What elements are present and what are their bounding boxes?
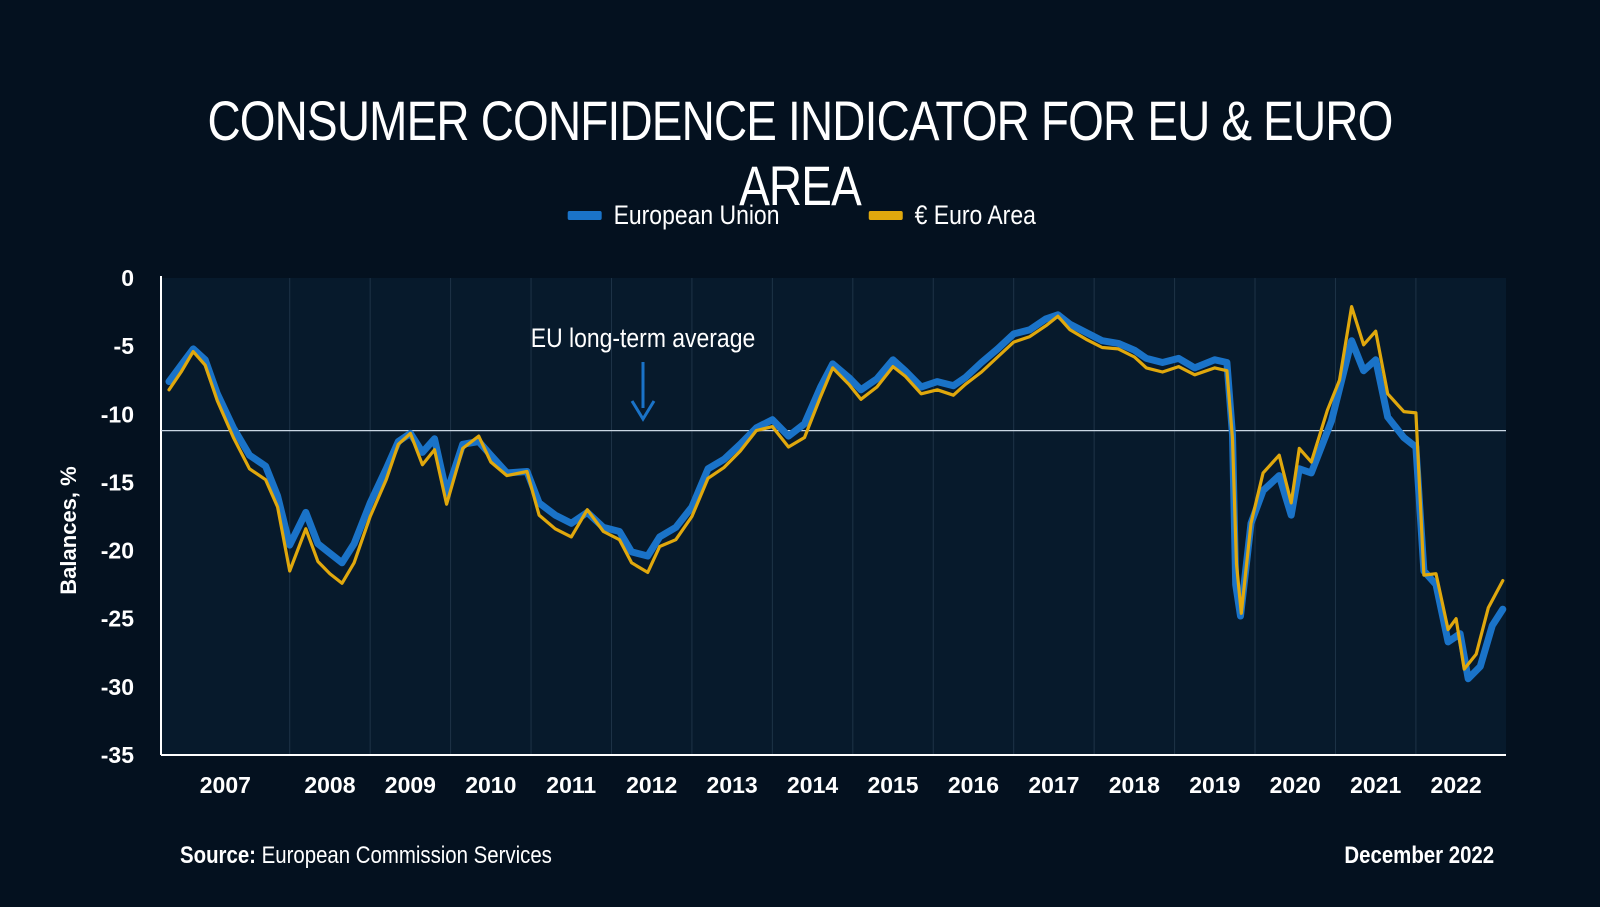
chart-title: CONSUMER CONFIDENCE INDICATOR FOR EU & E… <box>207 89 1393 217</box>
y-tick-label: -35 <box>101 742 134 768</box>
x-tick-label: 2013 <box>707 772 758 798</box>
x-tick-label: 2010 <box>465 772 516 798</box>
x-tick-label: 2007 <box>200 772 251 798</box>
y-tick-label: -20 <box>101 538 134 564</box>
source-note: Source: European Commission Services <box>180 842 552 870</box>
annotation-arrow-head <box>630 400 656 422</box>
x-tick-label: 2022 <box>1431 772 1482 798</box>
y-tick-label: -10 <box>101 401 134 427</box>
legend-item-eu: European Union <box>567 200 780 231</box>
x-tick-label: 2019 <box>1189 772 1240 798</box>
y-tick-label: -5 <box>114 333 135 359</box>
series-line-eu <box>165 311 1507 683</box>
legend: European Union € Euro Area <box>0 200 1600 231</box>
x-tick-label: 2018 <box>1109 772 1160 798</box>
y-tick-label: 0 <box>121 265 134 291</box>
y-tick-label: -30 <box>101 674 134 700</box>
x-tick-label: 2009 <box>385 772 436 798</box>
x-tick-label: 2011 <box>546 772 596 798</box>
x-tick-label: 2020 <box>1270 772 1321 798</box>
source-text: European Commission Services <box>261 842 552 869</box>
legend-label-eu: European Union <box>613 200 780 230</box>
x-tick-label: 2021 <box>1350 772 1401 798</box>
x-tick-label: 2017 <box>1028 772 1079 798</box>
source-label: Source: <box>180 842 256 869</box>
legend-swatch-eu <box>567 211 602 220</box>
x-tick-label: 2016 <box>948 772 999 798</box>
x-tick-label: 2008 <box>304 772 355 798</box>
series-line-ea <box>167 305 1505 671</box>
plot-area <box>161 278 1506 755</box>
legend-item-ea: € Euro Area <box>869 200 1036 231</box>
y-tick-label: -25 <box>101 606 134 632</box>
average-annotation-label: EU long-term average <box>531 323 755 353</box>
x-tick-label: 2012 <box>626 772 677 798</box>
chart-date: December 2022 <box>1344 842 1494 869</box>
y-axis-label: Balances, % <box>56 466 81 594</box>
x-tick-label: 2014 <box>787 772 838 798</box>
x-tick-label: 2015 <box>867 772 918 798</box>
y-tick-label: -15 <box>101 469 134 495</box>
legend-label-ea: € Euro Area <box>914 200 1037 230</box>
legend-swatch-ea <box>869 211 904 220</box>
